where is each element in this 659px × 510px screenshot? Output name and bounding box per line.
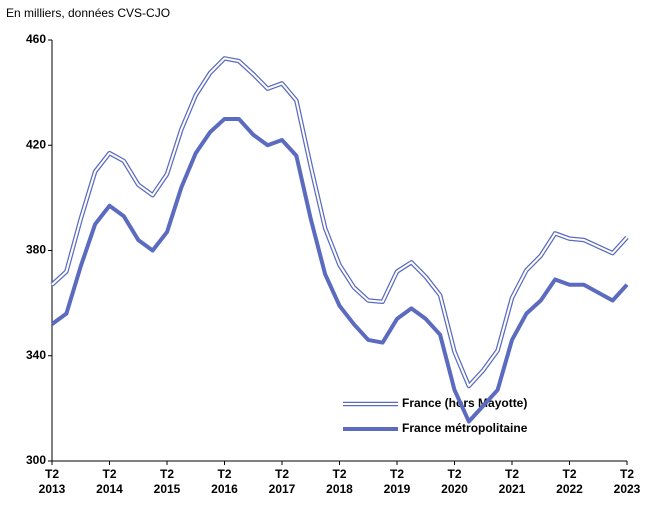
series-line-inner (51, 57, 628, 388)
chart-subtitle: En milliers, données CVS-CJO (6, 6, 170, 20)
x-tick-label: T2 2016 (211, 467, 238, 496)
y-tick-label: 340 (26, 348, 46, 362)
x-tick-label: T2 2013 (38, 467, 66, 496)
y-tick-label: 420 (26, 137, 46, 151)
y-tick-label: 380 (26, 243, 46, 257)
x-tick-label: T2 2022 (556, 467, 583, 496)
legend-label: France (hors Mayotte) (402, 396, 527, 410)
x-tick-label: T2 2018 (326, 467, 353, 496)
y-tick-label: 300 (26, 453, 46, 467)
legend-label: France métropolitaine (402, 421, 528, 435)
x-tick-label: T2 2015 (153, 467, 181, 496)
series-line (50, 116, 629, 424)
x-tick-label: T2 2017 (268, 467, 296, 496)
x-tick-label: T2 2014 (96, 467, 123, 496)
x-tick-label: T2 2019 (383, 467, 411, 496)
series-line (50, 56, 629, 389)
y-tick-label: 460 (26, 32, 46, 46)
x-tick-label: T2 2021 (498, 467, 526, 496)
x-tick-label: T2 2023 (613, 467, 641, 496)
x-tick-label: T2 2020 (441, 467, 468, 496)
